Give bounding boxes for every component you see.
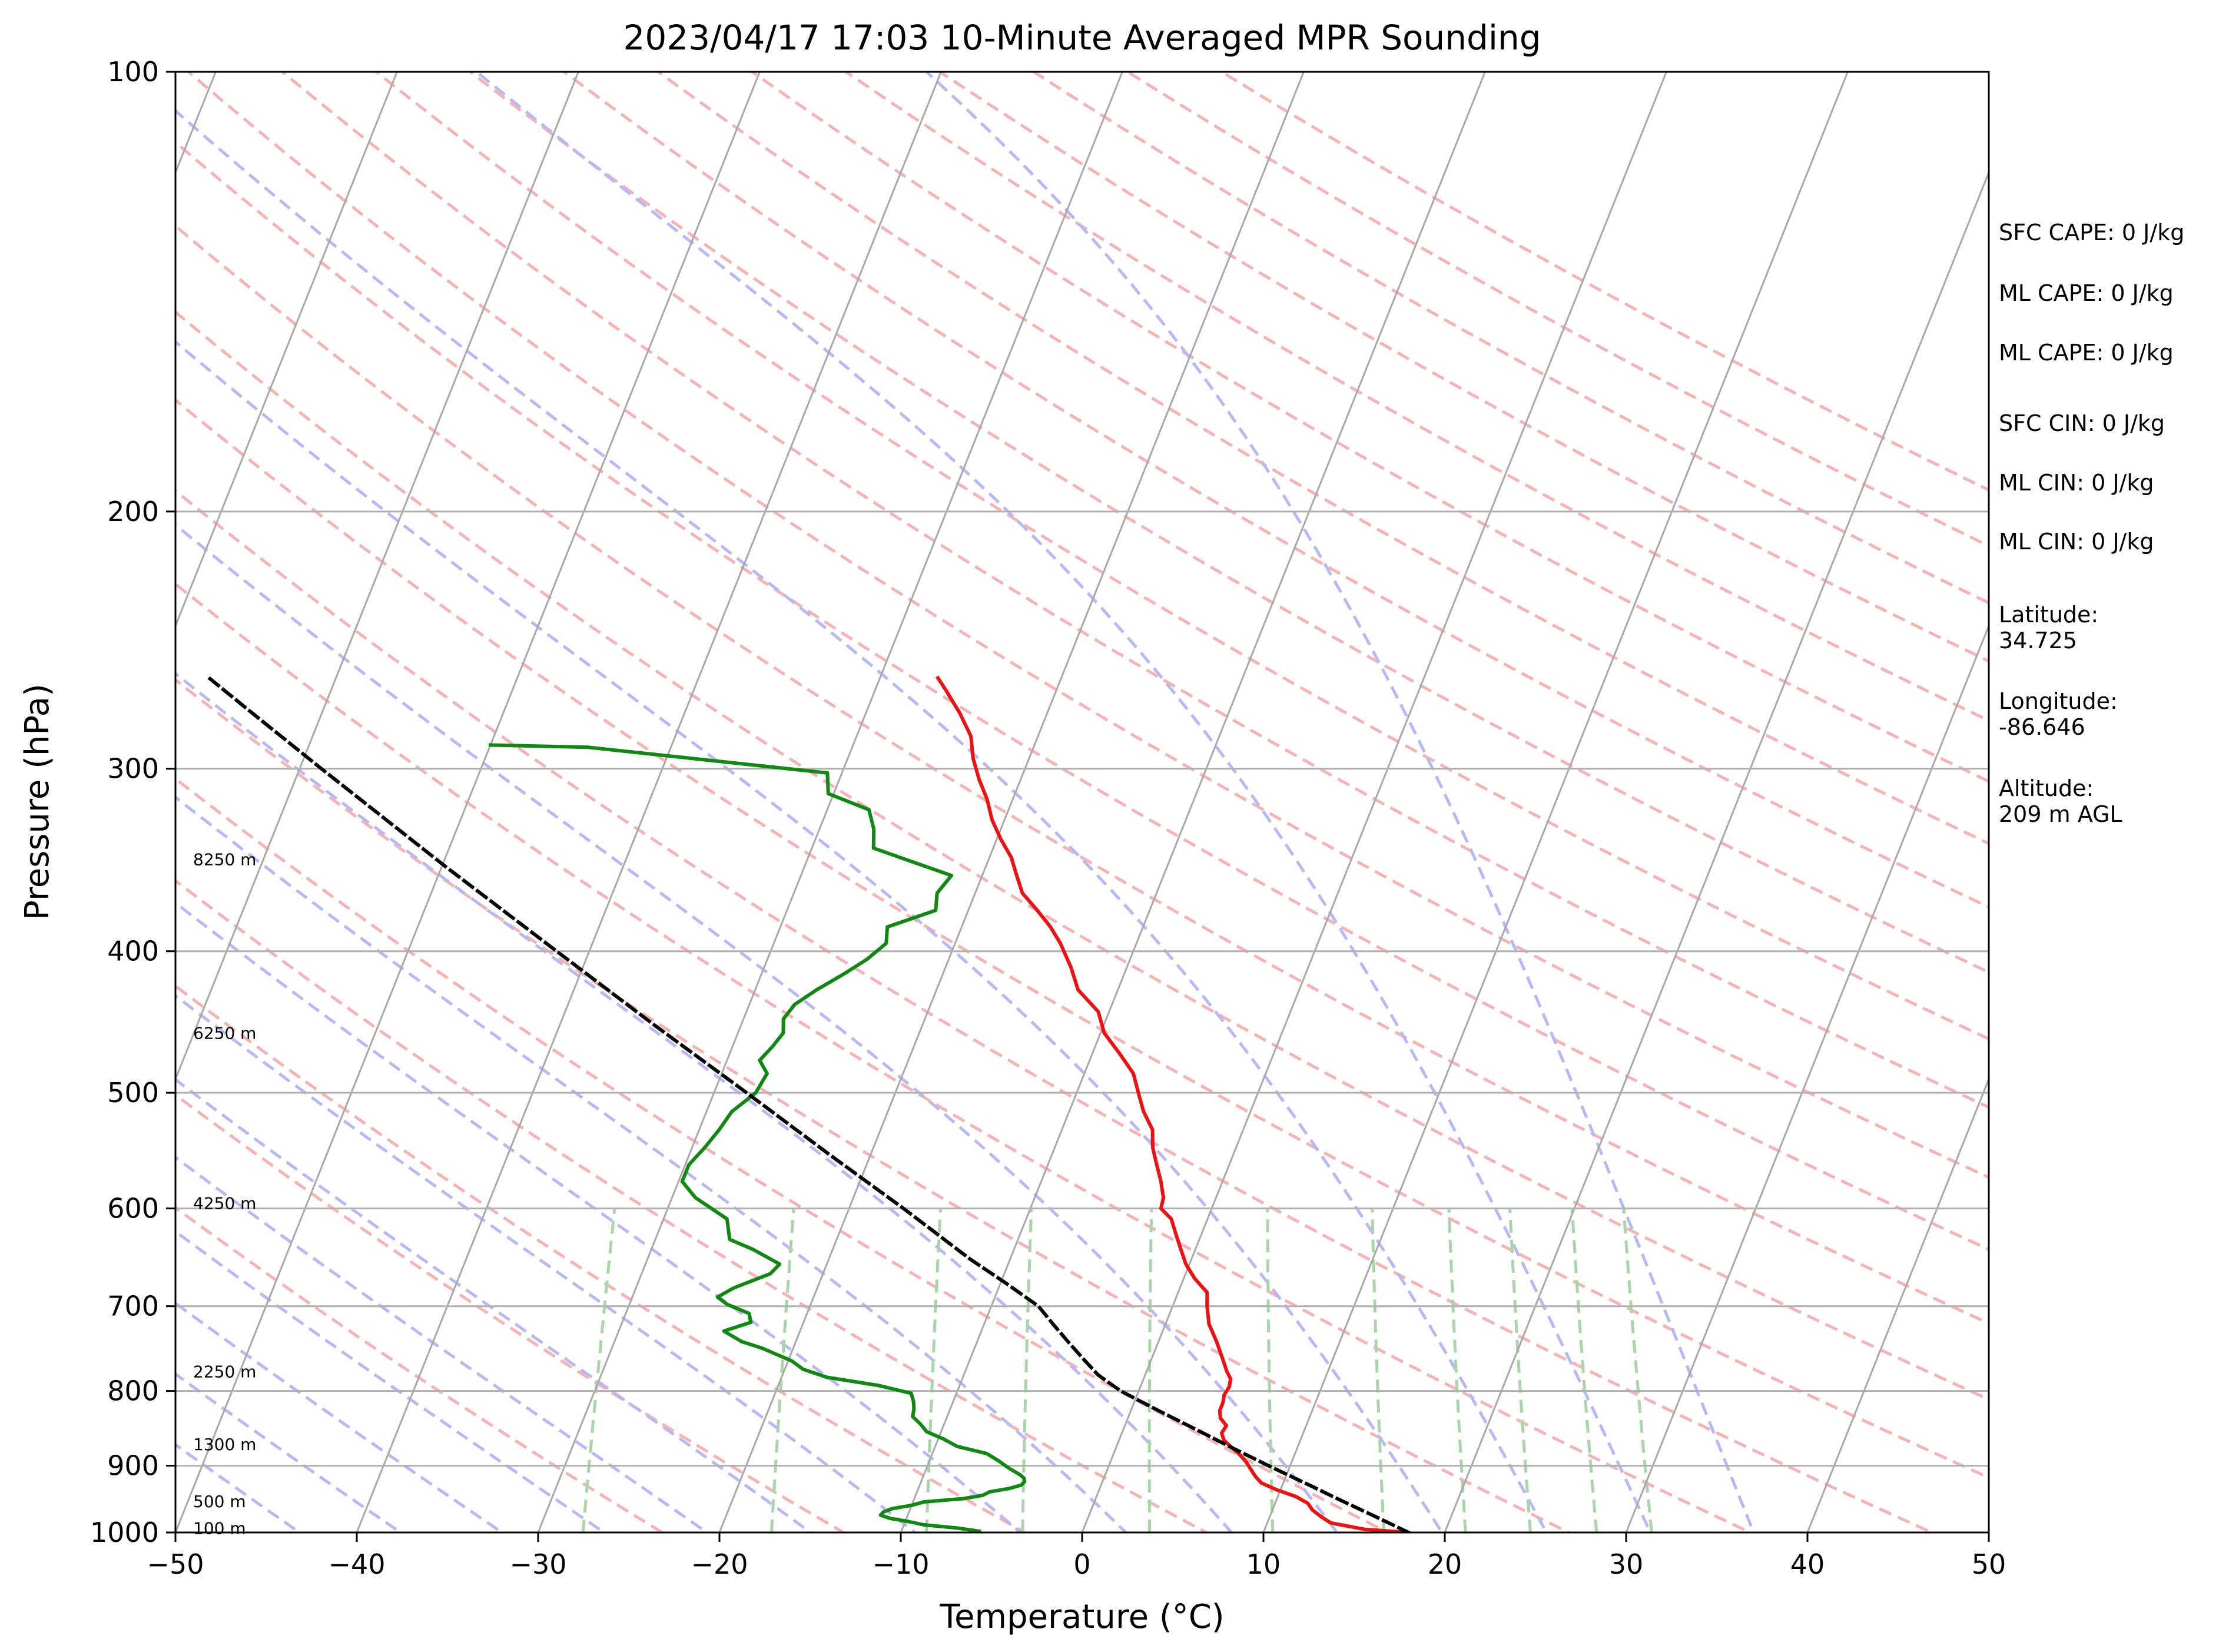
dry-adiabat — [175, 984, 1029, 1532]
x-tick-label: 0 — [1073, 1548, 1090, 1580]
y-tick-label: 800 — [107, 1375, 159, 1407]
longitude-text: Longitude: -86.646 — [1999, 688, 2118, 740]
x-axis: −50 −40 −30 −20 −10 0 10 20 30 40 50 — [147, 1532, 2006, 1580]
dry-adiabat — [280, 72, 1989, 1109]
dry-adiabat — [175, 310, 1989, 1401]
x-tick-label: 10 — [1246, 1548, 1281, 1580]
y-axis: 1000 900 800 700 600 500 400 300 200 100 — [90, 56, 175, 1548]
x-tick-label: −20 — [691, 1548, 748, 1580]
sounding-traces — [206, 675, 1411, 1532]
y-tick-label: 700 — [107, 1291, 159, 1322]
temperature-trace — [935, 675, 1411, 1532]
dry-adiabat — [175, 878, 1210, 1532]
isotherm-line — [1806, 1076, 1989, 1532]
ml-cin-text-2: ML CIN: 0 J/kg — [1999, 529, 2154, 555]
dry-adiabat — [186, 72, 1989, 1179]
y-tick-label: 300 — [107, 753, 159, 785]
parcel-trace — [206, 675, 1411, 1532]
dry-adiabat — [175, 489, 1936, 1532]
chart-title: 2023/04/17 17:03 10-Minute Averaged MPR … — [623, 18, 1541, 58]
isotherm-line — [1625, 623, 1989, 1532]
moist-adiabat — [175, 1229, 607, 1532]
y-tick-label: 500 — [107, 1077, 159, 1109]
isotherm-line — [175, 72, 398, 629]
moist-adiabat — [175, 901, 1023, 1532]
y-tick-label: 600 — [107, 1193, 159, 1225]
height-labels: 100 m 500 m 1300 m 2250 m 4250 m 6250 m 8250 m — [193, 850, 256, 1538]
moist-adiabat — [924, 72, 1756, 1532]
isotherm-line — [1081, 72, 1667, 1532]
height-label: 6250 m — [193, 1024, 256, 1043]
isotherm-line — [1444, 170, 1989, 1532]
height-label: 2250 m — [193, 1362, 256, 1382]
ml-cin-text-1: ML CIN: 0 J/kg — [1999, 470, 2154, 496]
moist-adiabat — [175, 523, 1339, 1532]
moist-adiabat — [474, 72, 1652, 1532]
ml-cape-text-2: ML CAPE: 0 J/kg — [1999, 340, 2174, 366]
isotherm-line — [175, 72, 579, 1082]
y-tick-label: 200 — [107, 496, 159, 528]
dry-adiabat — [655, 72, 1989, 845]
dry-adiabat — [175, 1093, 847, 1532]
background-lines — [175, 72, 1989, 1532]
isotherm-line — [900, 72, 1486, 1532]
x-tick-label: 50 — [1972, 1548, 2006, 1580]
isotherm-line — [356, 72, 942, 1532]
x-tick-label: −50 — [147, 1548, 204, 1580]
x-tick-label: −40 — [328, 1548, 385, 1580]
isotherm-line — [1262, 72, 1849, 1532]
moist-adiabat — [175, 1301, 505, 1532]
moist-adiabat — [175, 1442, 303, 1532]
y-tick-label: 1000 — [90, 1517, 159, 1548]
moist-adiabat — [175, 1372, 403, 1532]
isotherm-line — [537, 72, 1123, 1532]
moist-adiabat — [175, 795, 1128, 1532]
x-tick-label: −30 — [509, 1548, 566, 1580]
x-tick-label: −10 — [872, 1548, 929, 1580]
dry-adiabat — [843, 72, 1989, 722]
dry-adiabat — [175, 777, 1391, 1532]
x-tick-label: 30 — [1609, 1548, 1644, 1580]
sfc-cape-text: SFC CAPE: 0 J/kg — [1999, 220, 2185, 246]
dry-adiabat — [175, 224, 1989, 1325]
moist-adiabat — [175, 340, 1444, 1532]
isotherm-line — [718, 72, 1305, 1532]
dry-adiabat — [374, 72, 1989, 1041]
x-tick-label: 20 — [1428, 1548, 1462, 1580]
moist-adiabat — [175, 1155, 709, 1532]
y-tick-label: 900 — [107, 1449, 159, 1481]
height-label: 4250 m — [193, 1194, 256, 1213]
y-axis-title: Pressure (hPa) — [18, 684, 57, 920]
x-tick-label: 40 — [1790, 1548, 1825, 1580]
sfc-cin-text: SFC CIN: 0 J/kg — [1999, 410, 2165, 436]
y-tick-label: 400 — [107, 936, 159, 967]
height-label: 500 m — [193, 1492, 246, 1511]
height-label: 100 m — [193, 1518, 246, 1538]
moist-adiabat — [175, 1077, 813, 1532]
isotherm-line — [175, 72, 761, 1532]
dry-adiabat — [749, 72, 1989, 783]
moist-adiabat — [175, 108, 1548, 1532]
height-label: 8250 m — [193, 850, 256, 869]
moist-adiabat — [175, 671, 1234, 1532]
latitude-text: Latitude: 34.725 — [1999, 602, 2099, 653]
ml-cape-text-1: ML CAPE: 0 J/kg — [1999, 280, 2174, 306]
altitude-text: Altitude: 209 m AGL — [1999, 775, 2122, 827]
moist-adiabat — [175, 994, 918, 1532]
y-tick-label: 100 — [107, 56, 159, 88]
dewpoint-trace — [488, 743, 1027, 1532]
dry-adiabat — [175, 582, 1754, 1532]
x-axis-title: Temperature (°C) — [939, 1598, 1224, 1636]
height-label: 1300 m — [193, 1435, 256, 1454]
